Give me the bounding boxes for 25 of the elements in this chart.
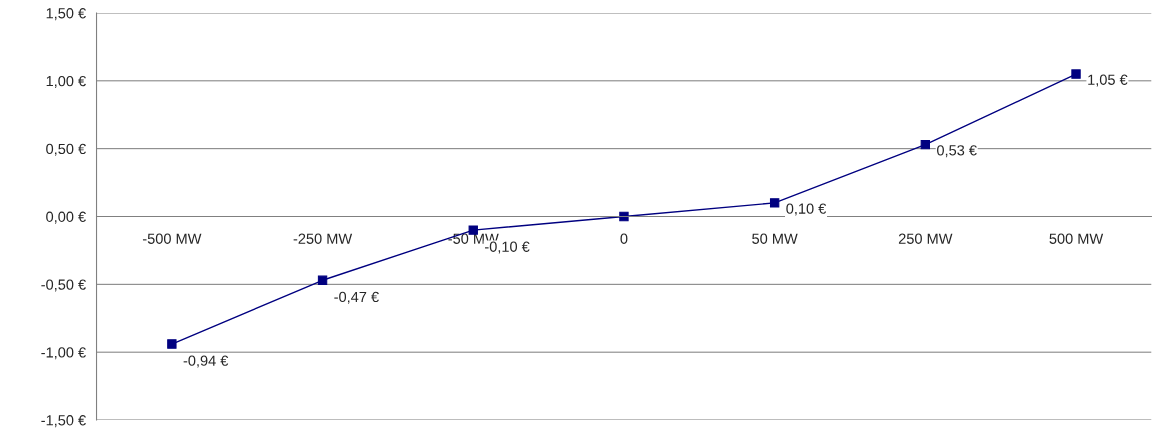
point <box>920 139 931 150</box>
x-tick-label: 500 MW <box>1049 233 1104 244</box>
y-tick-label: -0,50 € <box>41 279 86 292</box>
x-tick-label: 0 <box>620 233 628 244</box>
point <box>468 225 478 235</box>
data-label: -0,94 € <box>183 355 229 368</box>
data-label: 1,05 € <box>1088 74 1128 87</box>
x-tick-label: -500 MW <box>142 233 202 244</box>
point <box>167 339 177 349</box>
data-label: 0,10 € <box>786 203 827 216</box>
x-tick-label: 250 MW <box>898 233 953 244</box>
point <box>317 275 328 285</box>
data-label: 0,53 € <box>937 145 977 158</box>
x-tick-label: -250 MW <box>293 233 353 244</box>
y-tick-label: 0,50 € <box>46 143 86 156</box>
y-tick-label: 1,00 € <box>46 75 86 88</box>
x-tick-label: 50 MW <box>752 233 798 244</box>
point <box>1071 69 1081 79</box>
y-tick-label: -1,50 € <box>41 415 86 428</box>
point <box>769 198 780 208</box>
data-label: -0,47 € <box>334 291 379 304</box>
y-tick-label: -1,00 € <box>41 347 86 360</box>
y-tick-label: 1,50 € <box>46 8 86 21</box>
y-tick-label: 0,00 € <box>46 211 86 224</box>
point <box>619 211 629 222</box>
